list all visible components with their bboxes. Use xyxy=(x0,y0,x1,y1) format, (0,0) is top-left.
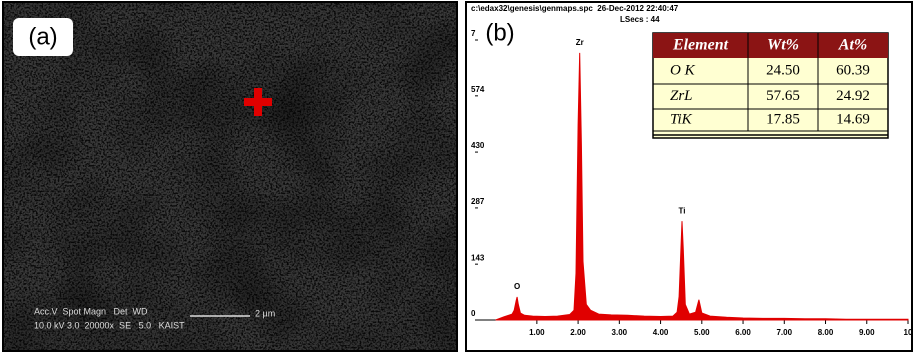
table-cell: 60.39 xyxy=(836,62,870,78)
table-cell: 24.50 xyxy=(766,62,800,78)
y-tick-label: 7 xyxy=(471,29,476,38)
x-tick-label: 9.00 xyxy=(859,328,875,337)
x-tick-label: 3.00 xyxy=(612,328,628,337)
x-tick-label: 7.00 xyxy=(776,328,792,337)
panel-label-box xyxy=(13,18,73,56)
peak-label: Ti xyxy=(679,206,686,215)
sem-panel: (a) Acc.V Spot Magn Det WD 10.0 kV 3.0 2… xyxy=(2,1,458,352)
table-cell: 17.85 xyxy=(766,111,800,127)
table-cell: 57.65 xyxy=(766,88,800,104)
sem-shading xyxy=(3,2,457,351)
x-tick-label: 2.00 xyxy=(570,328,586,337)
table-cell: 14.69 xyxy=(836,111,870,127)
composition-table: Element Wt% At% O K 24.50 60.39 ZrL 57.65 24.92 T… xyxy=(652,32,889,139)
x-tick-label: 6.00 xyxy=(735,328,751,337)
x-tick-label: 10 xyxy=(904,328,913,337)
panel-label: (b) xyxy=(485,19,514,46)
x-tick-label: 4.00 xyxy=(653,328,669,337)
peak-label: Zr xyxy=(576,38,584,47)
table-header: Wt% xyxy=(767,37,799,54)
x-tick-label: 8.00 xyxy=(818,328,834,337)
y-tick-label: 143 xyxy=(471,253,485,262)
panel-label: (a) xyxy=(28,23,57,50)
sem-info-values: 10.0 kV 3.0 20000x SE 5.0 KAIST xyxy=(34,320,185,330)
y-tick-label: 430 xyxy=(471,141,485,150)
table-element: ZrL xyxy=(670,88,693,104)
spectrum xyxy=(495,52,909,321)
scale-bar-label: 2 μm xyxy=(255,308,275,318)
y-tick-label: 574 xyxy=(471,85,485,94)
table-cell: 24.92 xyxy=(836,88,870,104)
peak-label: O xyxy=(514,282,520,291)
marker-cross xyxy=(244,88,272,116)
table-header: Element xyxy=(672,37,729,54)
sem-info-header: Acc.V Spot Magn Det WD xyxy=(34,306,148,316)
table-element: TiK xyxy=(670,111,693,127)
y-tick-label: 0 xyxy=(471,309,476,318)
table-element: O K xyxy=(670,62,696,78)
lsecs: LSecs : 44 xyxy=(620,15,660,24)
y-tick-label: 287 xyxy=(471,197,485,206)
table-header: At% xyxy=(838,37,867,54)
x-tick-label: 1.00 xyxy=(529,328,545,337)
spectrum-plot: 0 143 287 430 574 7 1.00 2.00 3.00 4.00 5.00 6.00 7.… xyxy=(471,29,913,337)
file-info: c:\edax32\genesis\genmaps.spc 26-Dec-201… xyxy=(471,4,679,13)
x-tick-label: 5.00 xyxy=(694,328,710,337)
table-header-bg xyxy=(653,33,888,58)
